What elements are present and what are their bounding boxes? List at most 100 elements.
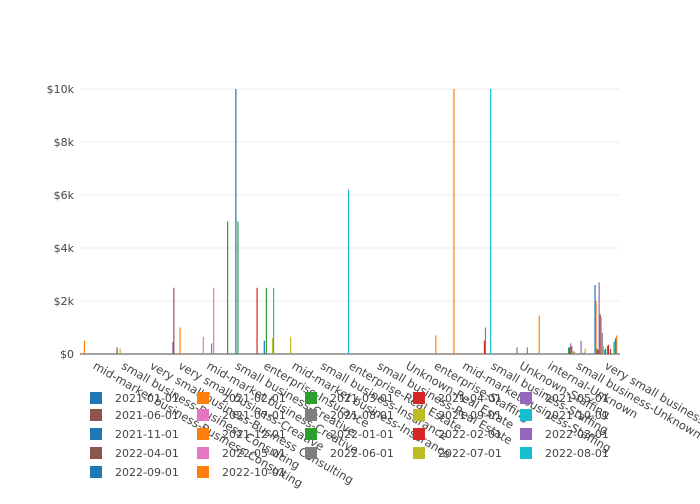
bar[interactable] [265,287,267,354]
legend-swatch [90,392,102,404]
legend-item[interactable]: 2022-01-01 [305,428,394,441]
legend-item[interactable]: 2021-12-01 [197,428,286,441]
legend-item[interactable]: 2021-11-01 [90,428,179,441]
bar[interactable] [597,350,599,354]
legend-item[interactable]: 2021-01-01 [90,392,179,405]
bar[interactable] [601,332,603,354]
bar[interactable] [570,343,572,354]
bar[interactable] [615,338,617,354]
legend-swatch [413,447,425,459]
bar[interactable] [119,348,121,354]
legend-item[interactable]: 2022-04-01 [90,447,179,460]
legend-swatch [197,428,209,440]
bar[interactable] [172,342,174,354]
legend-swatch [197,447,209,459]
bar[interactable] [490,89,492,354]
bar[interactable] [116,347,118,354]
bar[interactable] [227,221,229,355]
bar[interactable] [603,350,605,354]
legend-label: 2022-05-01 [222,447,286,460]
bar[interactable] [453,89,455,354]
y-tick-label: $6k [54,189,75,202]
legend-swatch [197,466,209,478]
legend-item[interactable]: 2021-08-01 [305,409,394,422]
legend-item[interactable]: 2021-03-01 [305,392,394,405]
legend-swatch [90,466,102,478]
legend-item[interactable]: 2021-04-01 [413,392,502,405]
bar[interactable] [569,347,571,354]
legend-item[interactable]: 2021-09-01 [413,409,502,422]
legend-item[interactable]: 2021-10-01 [520,409,609,422]
legend[interactable]: 2021-01-01 2021-02-01 2021-03-01 2021-04-01… [90,392,609,479]
bar[interactable] [574,351,576,354]
bar[interactable] [235,89,237,354]
legend-item[interactable]: 2022-02-01 [413,428,502,441]
bar[interactable] [435,335,437,354]
bar[interactable] [595,301,597,354]
legend-label: 2022-07-01 [438,447,502,460]
bar[interactable] [237,221,239,355]
legend-swatch [197,392,209,404]
bar[interactable] [598,282,600,354]
bar[interactable] [614,340,616,354]
bar[interactable] [526,347,528,354]
bar[interactable] [583,352,585,354]
legend-item[interactable]: 2021-07-01 [197,409,286,422]
bar[interactable] [613,342,615,354]
legend-swatch [305,447,317,459]
legend-item[interactable]: 2021-02-01 [197,392,286,405]
x-axis: mid-market business-Business Consultings… [91,358,700,490]
bar[interactable] [210,343,213,354]
bar[interactable] [606,346,609,354]
bar[interactable] [347,189,350,354]
legend-label: 2022-06-01 [330,447,394,460]
legend-item[interactable]: 2022-03-01 [520,428,609,441]
legend-item[interactable]: 2022-07-01 [413,447,502,460]
bar[interactable] [609,348,612,354]
legend-swatch [305,392,317,404]
legend-swatch [520,428,532,440]
bar[interactable] [271,338,274,354]
bar[interactable] [202,336,204,354]
bar[interactable] [616,335,618,354]
bar[interactable] [516,347,518,354]
bar[interactable] [538,315,540,354]
bar[interactable] [604,348,606,354]
y-tick-label: $2k [54,295,75,308]
legend-swatch [90,447,102,459]
legend-item[interactable]: 2022-08-01 [520,447,609,460]
legend-item[interactable]: 2021-06-01 [90,409,179,422]
bar[interactable] [584,348,586,354]
bar[interactable] [573,351,575,354]
bar[interactable] [600,316,602,354]
bar[interactable] [602,346,604,354]
bar[interactable] [596,348,598,354]
bar[interactable] [594,285,596,354]
legend-label: 2021-01-01 [115,392,179,405]
legend-item[interactable]: 2022-09-01 [90,466,179,479]
bar[interactable] [213,287,215,354]
legend-item[interactable]: 2022-06-01 [305,447,394,460]
bar[interactable] [484,327,487,355]
legend-item[interactable]: 2021-05-01 [520,392,609,405]
bar[interactable] [483,340,486,354]
bar[interactable] [571,346,573,354]
y-axis: $0 $2k $4k $6k $8k $10k [47,83,75,361]
bar[interactable] [256,287,258,354]
bar[interactable] [607,344,610,354]
bar[interactable] [273,287,275,354]
legend-swatch [413,392,425,404]
legend-label: 2022-09-01 [115,466,179,479]
bar[interactable] [179,327,181,355]
bar[interactable] [580,340,582,354]
bar[interactable] [599,314,601,354]
legend-label: 2022-02-01 [438,428,502,441]
legend-item[interactable]: 2022-10-01 [197,466,286,479]
legend-item[interactable]: 2022-05-01 [197,447,286,460]
bar[interactable] [83,340,86,354]
bar[interactable] [263,340,265,354]
bar[interactable] [568,347,570,354]
bar[interactable] [173,287,175,354]
bar[interactable] [290,336,292,354]
